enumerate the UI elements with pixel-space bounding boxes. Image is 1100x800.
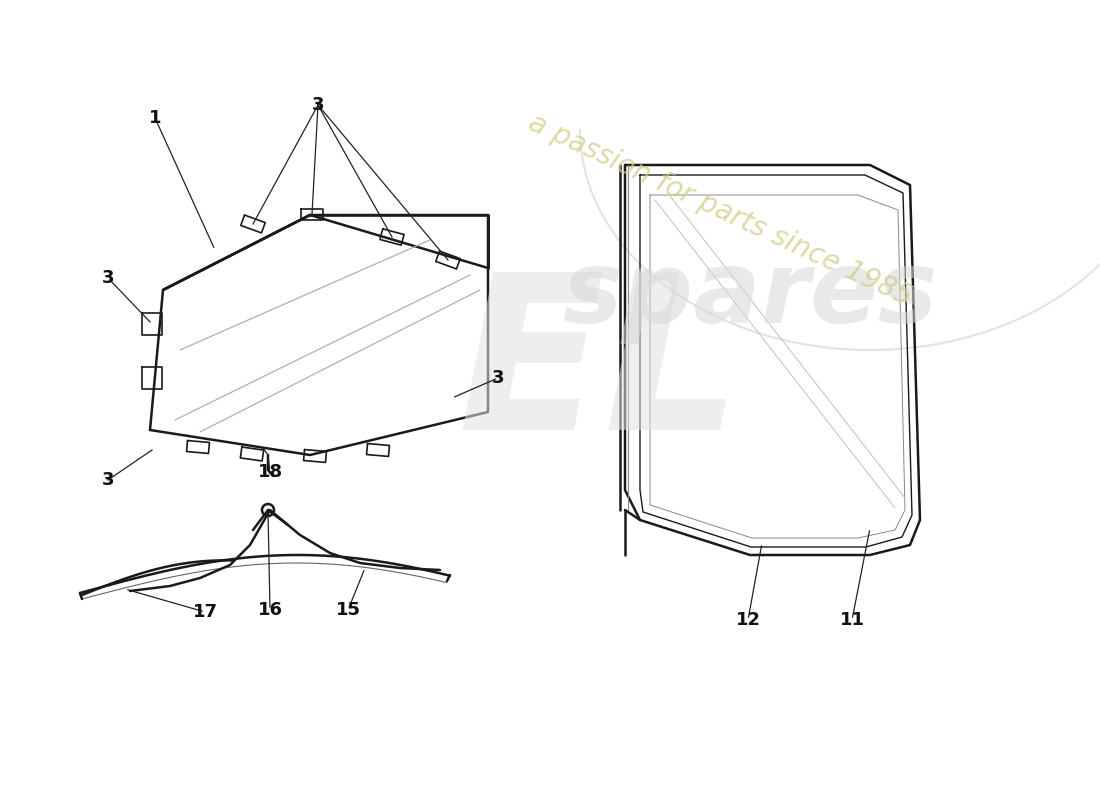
Text: 18: 18 (257, 463, 283, 481)
Text: spares: spares (562, 246, 937, 343)
Text: a passion for parts since 1985: a passion for parts since 1985 (524, 109, 916, 311)
Text: 17: 17 (192, 603, 218, 621)
Text: 3: 3 (101, 269, 114, 287)
Text: 1: 1 (148, 109, 162, 127)
Text: 16: 16 (257, 601, 283, 619)
Text: 3: 3 (492, 369, 504, 387)
Text: 3: 3 (311, 96, 324, 114)
Text: 12: 12 (736, 611, 760, 629)
Text: 15: 15 (336, 601, 361, 619)
Text: 3: 3 (101, 471, 114, 489)
Text: EL: EL (458, 266, 742, 474)
Text: 11: 11 (839, 611, 865, 629)
